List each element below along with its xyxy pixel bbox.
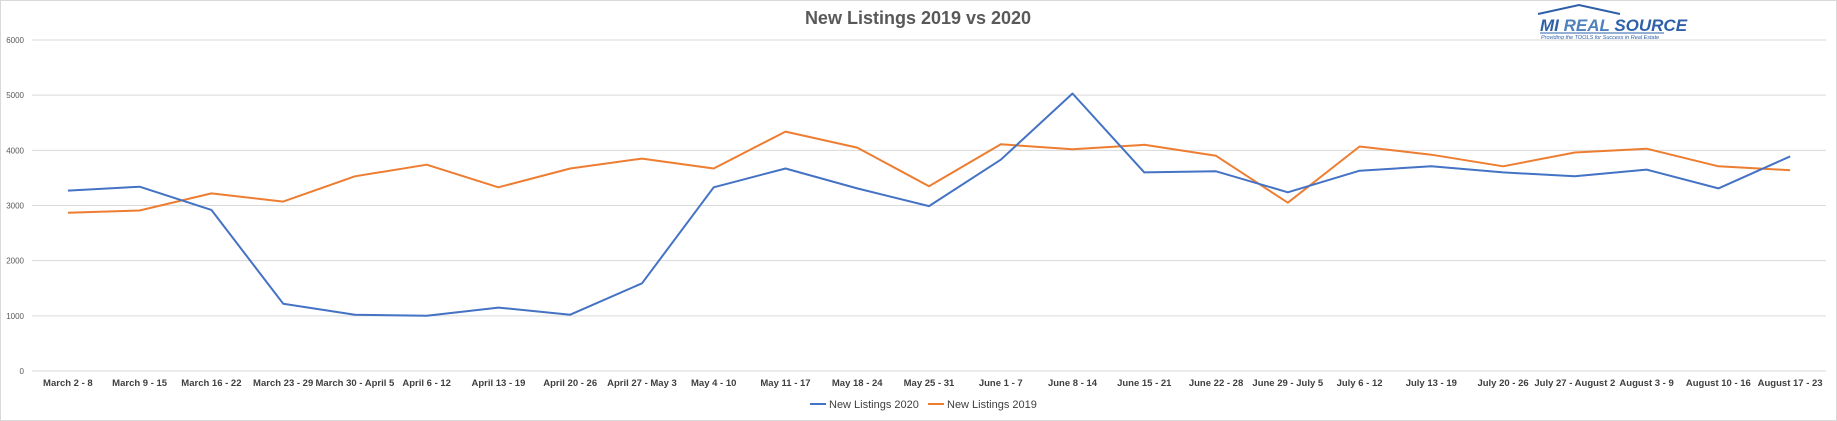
x-tick-label: March 23 - 29 <box>253 378 313 389</box>
x-tick-label: June 1 - 7 <box>979 378 1023 389</box>
chart-title: New Listings 2019 vs 2020 <box>805 8 1031 28</box>
y-tick-label: 0 <box>20 367 25 376</box>
x-tick-label: June 22 - 28 <box>1189 378 1243 389</box>
brand-logo: MI REAL SOURCE Providing the TOOLS for S… <box>1537 3 1688 41</box>
x-tick-label: August 3 - 9 <box>1619 378 1673 389</box>
x-tick-label: March 30 - April 5 <box>315 378 395 389</box>
x-tick-label: April 13 - 19 <box>472 378 526 389</box>
x-tick-label: July 6 - 12 <box>1337 378 1383 389</box>
x-tick-label: March 9 - 15 <box>112 378 168 389</box>
x-tick-label: April 20 - 26 <box>543 378 597 389</box>
x-tick-label: May 25 - 31 <box>904 378 955 389</box>
x-tick-label: August 10 - 16 <box>1686 378 1751 389</box>
x-tick-label: March 2 - 8 <box>43 378 93 389</box>
y-tick-label: 4000 <box>6 146 24 155</box>
x-tick-label: May 11 - 17 <box>760 378 810 389</box>
x-tick-label: June 8 - 14 <box>1048 378 1098 389</box>
legend-label: New Listings 2020 <box>829 399 919 411</box>
x-tick-label: May 4 - 10 <box>691 378 736 389</box>
series-group <box>67 92 1791 317</box>
x-tick-label: July 20 - 26 <box>1477 378 1528 389</box>
x-tick-label: March 16 - 22 <box>181 378 241 389</box>
x-tick-label: May 18 - 24 <box>832 378 883 389</box>
y-tick-label: 5000 <box>6 91 24 100</box>
x-tick-label: April 6 - 12 <box>402 378 451 389</box>
y-tick-label: 2000 <box>6 257 24 266</box>
y-tick-label: 3000 <box>6 202 24 211</box>
legend: New Listings 2020 New Listings 2019 <box>810 399 1037 411</box>
x-tick-label: July 13 - 19 <box>1406 378 1457 389</box>
x-tick-label: June 29 - July 5 <box>1252 378 1323 389</box>
x-tick-label: April 27 - May 3 <box>607 378 677 389</box>
x-axis: March 2 - 8 March 9 - 15 March 16 - 22 Marc… <box>43 378 1823 389</box>
x-tick-label: June 15 - 21 <box>1117 378 1172 389</box>
series-line-2020 <box>67 92 1791 317</box>
x-tick-label: July 27 - August 2 <box>1534 378 1615 389</box>
y-axis: 0 1000 2000 3000 4000 5000 6000 <box>6 36 24 376</box>
y-tick-label: 6000 <box>6 36 24 45</box>
legend-label: New Listings 2019 <box>947 399 1037 411</box>
x-tick-label: August 17 - 23 <box>1758 378 1823 389</box>
logo-wordmark: MI REAL SOURCE <box>1540 16 1688 35</box>
y-tick-label: 1000 <box>6 312 24 321</box>
logo-roof-icon <box>1537 3 1621 15</box>
logo-tagline: Providing the TOOLS for Success in Real … <box>1541 35 1659 41</box>
gridlines <box>32 39 1826 372</box>
series-line-2019 <box>67 130 1791 214</box>
